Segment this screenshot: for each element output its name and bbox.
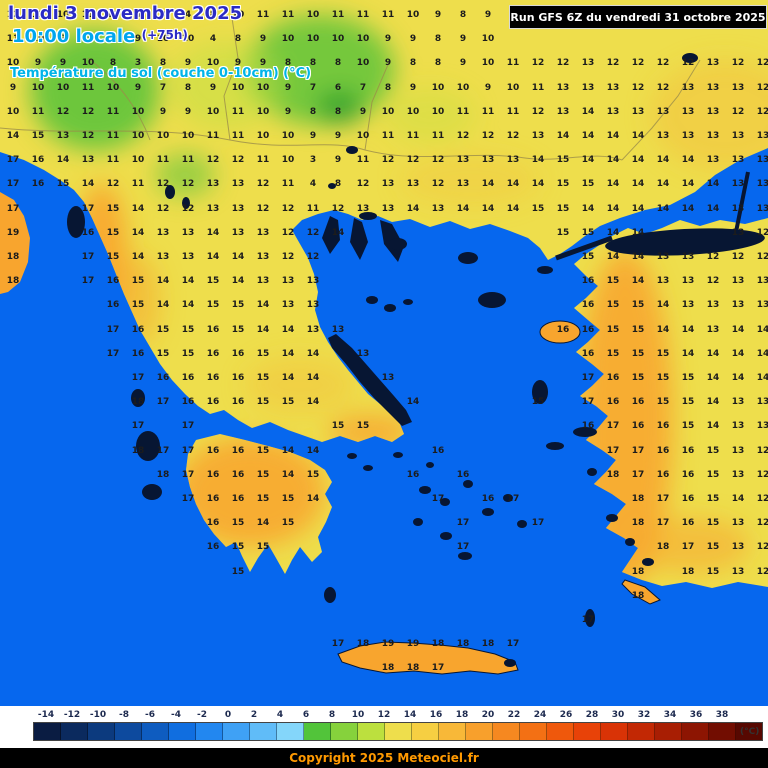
scale-tick-label: 18 [455,710,469,720]
lesbos-island [539,320,581,344]
scale-tick-label: 26 [559,710,573,720]
scale-color-cell [655,723,682,740]
lakes [165,53,698,220]
scale-tick-label: -4 [171,710,181,720]
scale-tick-label: 10 [351,710,365,720]
scale-tick-label: -8 [119,710,129,720]
scale-color-cell [493,723,520,740]
scale-color-cell [142,723,169,740]
scale-tick-label: 0 [224,710,232,720]
scale-color-cell [385,723,412,740]
marmara-sea [555,171,765,261]
scale-tick-label: 16 [429,710,443,720]
small-islands [67,206,654,627]
date-label: lundi 3 novembre 2025 [8,3,243,24]
scale-color-cell [88,723,115,740]
scale-tick-label: -10 [89,710,107,720]
scale-tick-label: 34 [663,710,677,720]
time-label: 10:00 locale (+75h) [12,26,188,47]
scale-color-cell [709,723,736,740]
model-run-info: Run GFS 6Z du vendredi 31 octobre 2025 [509,5,767,29]
chalkidiki-peninsulas [322,216,404,262]
scale-color-cell [61,723,88,740]
crete-east-islet [504,659,516,667]
local-time: 10:00 locale [12,26,136,47]
copyright-link[interactable]: Copyright 2025 Meteociel.fr [289,751,479,765]
scale-unit-label: (°C) [740,727,760,737]
map-graphic [0,0,768,706]
scale-color-cell [277,723,304,740]
scale-tick-label: 4 [276,710,284,720]
scale-tick-label: 28 [585,710,599,720]
scale-tick-labels: -14 -12 -10 -8 -6 -4 -2 0 2 4 6 8 10 12 14 16 18 20 22 24 26… [33,710,735,720]
scale-color-bar [33,722,763,741]
parameter-label: Température du sol (couche 0-10cm) (°C) [10,66,312,81]
scale-tick-label: 2 [250,710,258,720]
scale-color-cell [34,723,61,740]
scale-color-cell [169,723,196,740]
scale-color-cell [547,723,574,740]
scale-color-cell [439,723,466,740]
scale-color-cell [331,723,358,740]
scale-color-cell [628,723,655,740]
rhodes-island [621,579,661,605]
footer-bar: Copyright 2025 Meteociel.fr [0,748,768,768]
crete-island [337,641,519,675]
forecast-offset: (+75h) [141,28,188,42]
scale-color-cell [466,723,493,740]
scale-color-cell [682,723,709,740]
scale-color-cell [520,723,547,740]
italy-coast [0,192,30,294]
scale-tick-label: 8 [328,710,336,720]
scale-color-cell [601,723,628,740]
scale-tick-label: 14 [403,710,417,720]
scale-color-cell [358,723,385,740]
color-scale: -14 -12 -10 -8 -6 -4 -2 0 2 4 6 8 10 12 14 16 18 20 22 24 26… [0,706,768,748]
euboea-island [328,334,412,426]
scale-color-cell [304,723,331,740]
scale-color-cell [115,723,142,740]
scale-color-cell [574,723,601,740]
scale-tick-label: -12 [63,710,81,720]
scale-tick-label: 38 [715,710,729,720]
scale-tick-label: -14 [37,710,55,720]
scale-tick-label: 24 [533,710,547,720]
scale-color-cell [223,723,250,740]
scale-tick-label: 22 [507,710,521,720]
scale-tick-label: 30 [611,710,625,720]
scale-tick-label: 12 [377,710,391,720]
scale-tick-label: -2 [197,710,207,720]
scale-color-cell [250,723,277,740]
scale-tick-label: 6 [302,710,310,720]
scale-tick-label: 36 [689,710,703,720]
scale-tick-label: -6 [145,710,155,720]
scale-tick-label: 20 [481,710,495,720]
scale-color-cell [196,723,223,740]
weather-map: 12 11 10 11 10 8 9 4 8 10 11 11 10 11 11 11 10 9 8 9 11 10 9 10… [0,0,768,706]
scale-color-cell [736,723,762,740]
scale-color-cell [412,723,439,740]
scale-tick-label: 32 [637,710,651,720]
